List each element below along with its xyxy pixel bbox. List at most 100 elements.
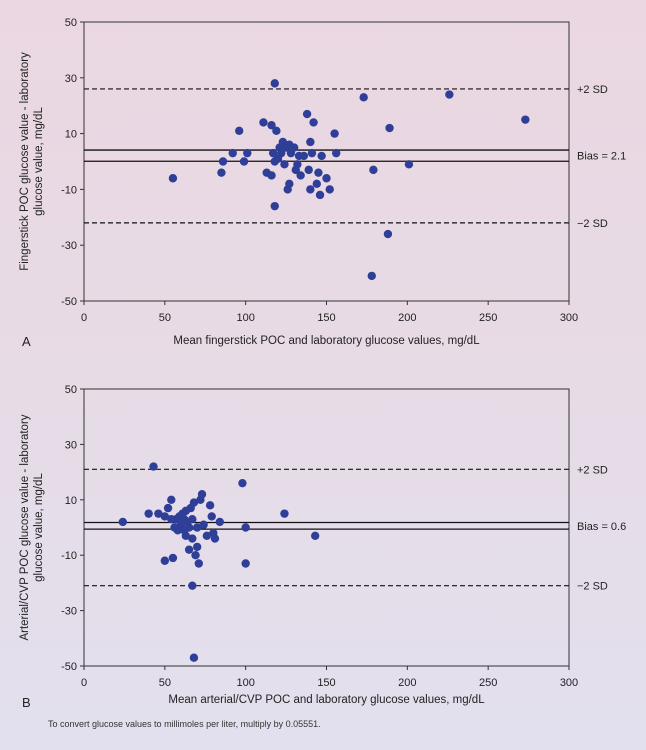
data-point bbox=[314, 168, 323, 177]
minus-2sd-label: −2 SD bbox=[577, 218, 608, 230]
data-point bbox=[306, 137, 315, 147]
data-point bbox=[309, 118, 318, 127]
plot-frame bbox=[83, 388, 570, 667]
y-tick-label: -30 bbox=[61, 606, 77, 618]
data-point bbox=[194, 559, 203, 568]
data-point bbox=[184, 545, 194, 554]
data-point bbox=[239, 157, 249, 166]
y-tick-label: 30 bbox=[65, 439, 77, 451]
data-point bbox=[299, 151, 309, 161]
x-tick-label: 50 bbox=[159, 312, 171, 324]
x-tick-label: 300 bbox=[560, 312, 578, 324]
data-point bbox=[306, 185, 315, 194]
data-point bbox=[243, 148, 252, 158]
data-point bbox=[259, 118, 268, 127]
x-tick-label: 200 bbox=[398, 677, 416, 689]
data-point bbox=[189, 498, 199, 507]
panel-label: A bbox=[22, 334, 31, 349]
x-axis-label: Mean fingerstick POC and laboratory gluc… bbox=[173, 335, 480, 347]
data-point bbox=[277, 148, 286, 158]
data-point bbox=[268, 148, 278, 158]
data-point bbox=[270, 201, 279, 211]
data-point bbox=[241, 559, 250, 568]
y-axis-label-line2: glucose value, mg/dL bbox=[33, 473, 45, 582]
data-point bbox=[235, 126, 244, 136]
data-point bbox=[293, 160, 302, 169]
data-point bbox=[302, 109, 312, 119]
plus-2sd-label: +2 SD bbox=[577, 84, 608, 96]
y-tick-label: 10 bbox=[65, 495, 77, 507]
data-point bbox=[160, 556, 170, 565]
data-point bbox=[289, 143, 299, 152]
y-axis-label-line1: Arterial/CVP POC glucose value - laborat… bbox=[19, 414, 31, 640]
data-point bbox=[445, 90, 454, 99]
data-point bbox=[168, 553, 178, 563]
data-point bbox=[312, 179, 321, 189]
data-point bbox=[307, 148, 317, 158]
y-axis-label-line2: glucose value, mg/dL bbox=[33, 107, 45, 216]
y-tick-label: -50 bbox=[61, 661, 77, 673]
data-point bbox=[144, 509, 153, 518]
data-point bbox=[241, 523, 250, 532]
x-tick-label: 100 bbox=[236, 312, 254, 324]
data-point bbox=[332, 148, 341, 158]
x-tick-label: 0 bbox=[81, 312, 87, 324]
data-point bbox=[167, 495, 176, 504]
plus-2sd-label: +2 SD bbox=[577, 464, 608, 476]
data-point bbox=[192, 542, 202, 552]
data-point bbox=[207, 512, 216, 521]
data-point bbox=[197, 490, 207, 499]
data-point bbox=[521, 115, 530, 124]
x-tick-label: 150 bbox=[317, 312, 335, 324]
data-point bbox=[280, 160, 289, 169]
x-tick-label: 300 bbox=[560, 677, 578, 689]
data-point bbox=[322, 174, 331, 183]
data-point bbox=[168, 174, 178, 183]
data-point bbox=[228, 148, 237, 158]
data-point bbox=[238, 478, 247, 488]
data-point bbox=[118, 517, 128, 527]
y-tick-label: -50 bbox=[61, 296, 77, 308]
data-point bbox=[202, 531, 212, 541]
data-point bbox=[188, 534, 197, 543]
x-tick-label: 250 bbox=[479, 677, 497, 689]
data-point bbox=[199, 520, 208, 529]
data-point bbox=[315, 190, 325, 200]
data-point bbox=[191, 551, 200, 560]
data-point bbox=[285, 179, 294, 189]
x-axis-label: Mean arterial/CVP POC and laboratory glu… bbox=[168, 694, 485, 706]
data-point bbox=[217, 168, 226, 177]
data-point bbox=[160, 512, 170, 521]
x-tick-label: 100 bbox=[236, 677, 254, 689]
data-point bbox=[154, 509, 163, 518]
data-point bbox=[267, 171, 276, 180]
y-tick-label: -10 bbox=[61, 550, 77, 562]
data-point bbox=[367, 271, 376, 281]
minus-2sd-label: −2 SD bbox=[577, 581, 608, 593]
data-point bbox=[205, 501, 215, 510]
bias-label: Bias = 0.6 bbox=[577, 521, 626, 533]
data-point bbox=[163, 503, 173, 513]
conversion-footnote: To convert glucose values to millimoles … bbox=[48, 719, 321, 729]
data-point bbox=[385, 123, 394, 133]
y-tick-label: -10 bbox=[61, 184, 77, 196]
data-point bbox=[280, 509, 289, 518]
bias-label: Bias = 2.1 bbox=[577, 151, 626, 163]
data-point bbox=[325, 185, 334, 194]
data-point bbox=[188, 581, 197, 590]
y-tick-label: 50 bbox=[65, 384, 77, 396]
y-tick-label: 30 bbox=[65, 73, 77, 85]
data-point bbox=[369, 165, 378, 175]
x-tick-label: 250 bbox=[479, 312, 497, 324]
y-tick-label: -30 bbox=[61, 240, 77, 252]
data-point bbox=[149, 462, 158, 471]
data-point bbox=[270, 79, 279, 88]
x-tick-label: 200 bbox=[398, 312, 416, 324]
chart-panel-a: -50 -30 -10 10 30 50 0 50 100 150 200 250 300 +2 SD −2… bbox=[19, 17, 626, 349]
data-point bbox=[192, 523, 202, 532]
y-tick-label: 50 bbox=[65, 17, 77, 29]
data-point bbox=[184, 523, 194, 532]
data-point bbox=[267, 121, 276, 130]
panel-label: B bbox=[22, 695, 31, 710]
data-point bbox=[189, 653, 199, 662]
